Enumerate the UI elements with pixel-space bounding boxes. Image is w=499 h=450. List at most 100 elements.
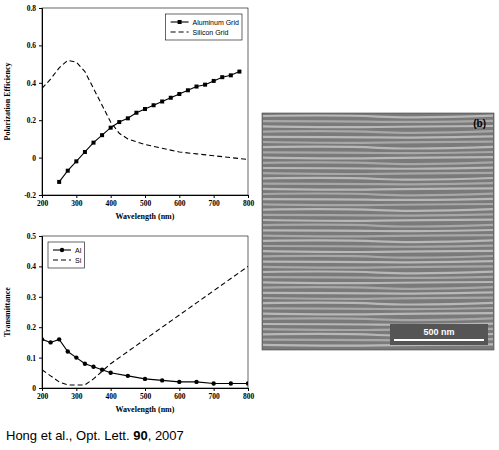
grating-line bbox=[263, 131, 493, 133]
grating-line bbox=[263, 214, 493, 215]
series-line bbox=[42, 339, 248, 383]
series-marker bbox=[66, 349, 70, 353]
series-marker bbox=[100, 368, 104, 372]
scale-bar bbox=[394, 339, 484, 341]
grating-line bbox=[263, 204, 493, 205]
series-marker bbox=[229, 73, 233, 77]
y-tick-label: 0.3 bbox=[27, 293, 37, 302]
series-marker bbox=[108, 371, 112, 375]
series-group bbox=[42, 60, 248, 184]
y-tick-mark bbox=[39, 83, 42, 84]
y-tick: 0.1 bbox=[27, 354, 42, 363]
series-marker bbox=[195, 85, 199, 89]
x-tick-mark bbox=[76, 388, 77, 391]
x-tick-label: 400 bbox=[106, 392, 118, 401]
x-tick-mark bbox=[111, 388, 112, 391]
legend-label: Al bbox=[75, 247, 82, 254]
x-tick: 700 bbox=[209, 195, 221, 208]
y-axis-title: Polarization Efficiency bbox=[3, 63, 12, 141]
y-tick-label: 0.2 bbox=[27, 116, 37, 125]
x-tick: 600 bbox=[174, 388, 186, 401]
legend: AlSi bbox=[48, 242, 85, 268]
x-tick-label: 200 bbox=[37, 392, 49, 401]
series-marker bbox=[143, 377, 147, 381]
series-marker bbox=[143, 107, 147, 111]
x-tick-label: 800 bbox=[243, 199, 255, 208]
chart-panel: 200300400500600700800-0.200.20.40.60.8Wa… bbox=[3, 4, 254, 221]
grating-line bbox=[263, 308, 493, 309]
y-tick-mark bbox=[39, 195, 42, 196]
y-tick-label: 0.4 bbox=[27, 79, 37, 88]
y-tick-label: 0.5 bbox=[27, 232, 37, 241]
x-tick: 500 bbox=[140, 195, 152, 208]
y-axis: -0.200.20.40.60.8 bbox=[24, 4, 42, 200]
x-tick: 500 bbox=[140, 388, 152, 401]
series-marker bbox=[57, 337, 61, 341]
legend: Aluminum GridSilicon Grid bbox=[166, 14, 242, 40]
x-tick-mark bbox=[214, 388, 215, 391]
y-tick-mark bbox=[39, 358, 42, 359]
x-tick: 200 bbox=[37, 195, 49, 208]
legend-label: Silicon Grid bbox=[193, 29, 229, 36]
series-line bbox=[59, 72, 239, 182]
series-marker bbox=[160, 100, 164, 104]
scale-bar-ground bbox=[390, 324, 488, 345]
x-tick-mark bbox=[214, 195, 215, 198]
y-tick-label: 0.4 bbox=[27, 262, 37, 271]
grating-line bbox=[263, 261, 493, 262]
x-tick-mark bbox=[179, 195, 180, 198]
sem-image: (b)500 nm bbox=[262, 113, 494, 350]
x-tick: 400 bbox=[106, 388, 118, 401]
grating-line bbox=[263, 220, 493, 221]
series-marker bbox=[109, 126, 113, 130]
x-tick-mark bbox=[248, 195, 249, 198]
grating-line bbox=[263, 157, 493, 158]
figure: 200300400500600700800-0.200.20.40.60.8Wa… bbox=[0, 0, 499, 450]
grating-line bbox=[263, 230, 493, 231]
x-tick-mark bbox=[76, 195, 77, 198]
y-axis-line bbox=[39, 237, 43, 389]
legend-swatch bbox=[53, 259, 71, 260]
caption-volume: 90 bbox=[133, 428, 147, 443]
x-tick: 700 bbox=[209, 388, 221, 401]
x-tick-mark bbox=[145, 388, 146, 391]
grating-line bbox=[263, 142, 493, 143]
y-tick: 0.2 bbox=[27, 323, 42, 332]
caption-authors: Hong et al., Opt. Lett. bbox=[6, 428, 133, 443]
y-tick: 0 bbox=[32, 384, 42, 393]
series-marker bbox=[91, 365, 95, 369]
series-marker bbox=[212, 79, 216, 83]
series-marker bbox=[177, 380, 181, 384]
grating-line bbox=[263, 126, 493, 127]
x-tick-label: 600 bbox=[174, 199, 186, 208]
series-marker bbox=[126, 116, 130, 120]
legend-marker bbox=[60, 248, 64, 252]
x-tick-label: 500 bbox=[140, 199, 152, 208]
y-axis-line bbox=[39, 9, 43, 196]
grating-line bbox=[263, 318, 493, 320]
x-axis-title: Wavelength (nm) bbox=[116, 405, 175, 414]
x-axis: 200300400500600700800 bbox=[37, 195, 255, 208]
x-tick-mark bbox=[248, 388, 249, 391]
plot-frame bbox=[42, 8, 248, 195]
grating-line bbox=[263, 225, 493, 227]
series-marker bbox=[211, 381, 215, 385]
grating-line bbox=[263, 235, 493, 236]
grating-line bbox=[263, 173, 493, 174]
grating-line bbox=[263, 121, 493, 122]
y-axis-title: Transmittance bbox=[3, 287, 12, 337]
grating-line bbox=[263, 339, 493, 340]
grating-line bbox=[263, 266, 493, 267]
y-tick: 0.8 bbox=[27, 4, 42, 13]
grating-line bbox=[263, 209, 493, 211]
grating-line bbox=[263, 116, 493, 118]
series-marker bbox=[42, 337, 44, 341]
series-marker bbox=[126, 374, 130, 378]
y-tick: 0.3 bbox=[27, 293, 42, 302]
x-tick-mark bbox=[179, 388, 180, 391]
y-tick-label: 0 bbox=[32, 154, 36, 163]
x-tick-label: 200 bbox=[37, 199, 49, 208]
series-marker bbox=[100, 133, 104, 137]
series-marker bbox=[83, 150, 87, 154]
y-tick: 0.6 bbox=[27, 41, 42, 50]
